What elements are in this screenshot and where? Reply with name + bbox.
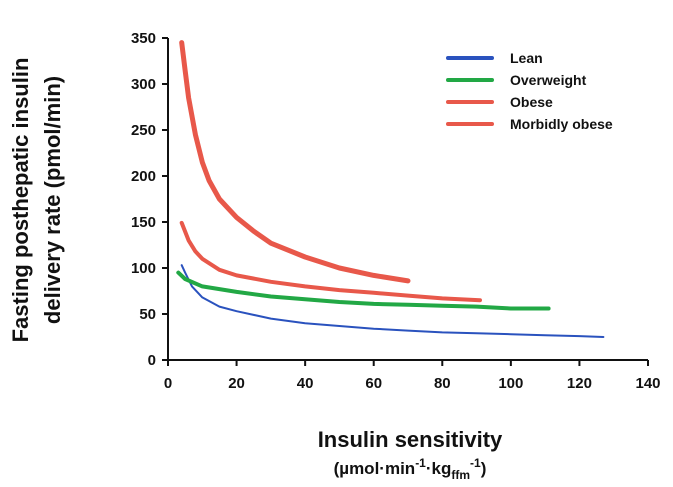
x-ticks: 0 20 40 60 80 100 120 140 (164, 360, 661, 392)
y-tick-label: 300 (131, 76, 156, 93)
series-line-obese (179, 220, 482, 303)
x-tick-label: 100 (498, 375, 523, 392)
x-tick-label: 40 (297, 375, 314, 392)
series-line-morbidly-obese (179, 40, 411, 284)
y-tick-label: 150 (131, 214, 156, 231)
x-tick-label: 140 (635, 375, 660, 392)
x-tick-label: 60 (365, 375, 382, 392)
y-axis-title-line1: Fasting posthepatic insulin (8, 58, 33, 343)
series-line-lean (180, 264, 605, 338)
x-units-sup2: -1 (470, 456, 481, 470)
y-tick-label: 0 (148, 352, 156, 369)
y-axis-title-line2: delivery rate (pmol/min) (40, 76, 65, 324)
plot-area: 0 20 40 60 80 100 120 140 0 50 100 150 200 250 300 350 (131, 30, 661, 392)
y-tick-label: 200 (131, 168, 156, 185)
legend-label-morbidly-obese: Morbidly obese (510, 116, 613, 132)
y-ticks: 0 50 100 150 200 250 300 350 (131, 30, 168, 369)
y-tick-label: 50 (139, 306, 156, 323)
x-units-close: ) (481, 459, 487, 478)
x-tick-label: 0 (164, 375, 172, 392)
x-units-sub: ffm (451, 468, 470, 482)
legend-label-obese: Obese (510, 94, 553, 110)
y-tick-label: 250 (131, 122, 156, 139)
x-tick-label: 120 (567, 375, 592, 392)
legend: Lean Overweight Obese Morbidly obese (446, 50, 613, 132)
x-units-sup1: -1 (415, 456, 426, 470)
x-tick-label: 20 (228, 375, 245, 392)
legend-label-lean: Lean (510, 50, 543, 66)
x-axis-units: (µmol·min-1·kgffm-1) (334, 456, 487, 482)
y-tick-label: 350 (131, 30, 156, 47)
x-units-open: (µmol·min (334, 459, 416, 478)
series-group (176, 40, 605, 338)
x-tick-label: 80 (434, 375, 451, 392)
x-units-mid: ·kg (426, 459, 452, 478)
x-axis-title: Insulin sensitivity (318, 427, 503, 452)
y-tick-label: 100 (131, 260, 156, 277)
legend-label-overweight: Overweight (510, 72, 587, 88)
series-line-overweight (176, 270, 551, 311)
